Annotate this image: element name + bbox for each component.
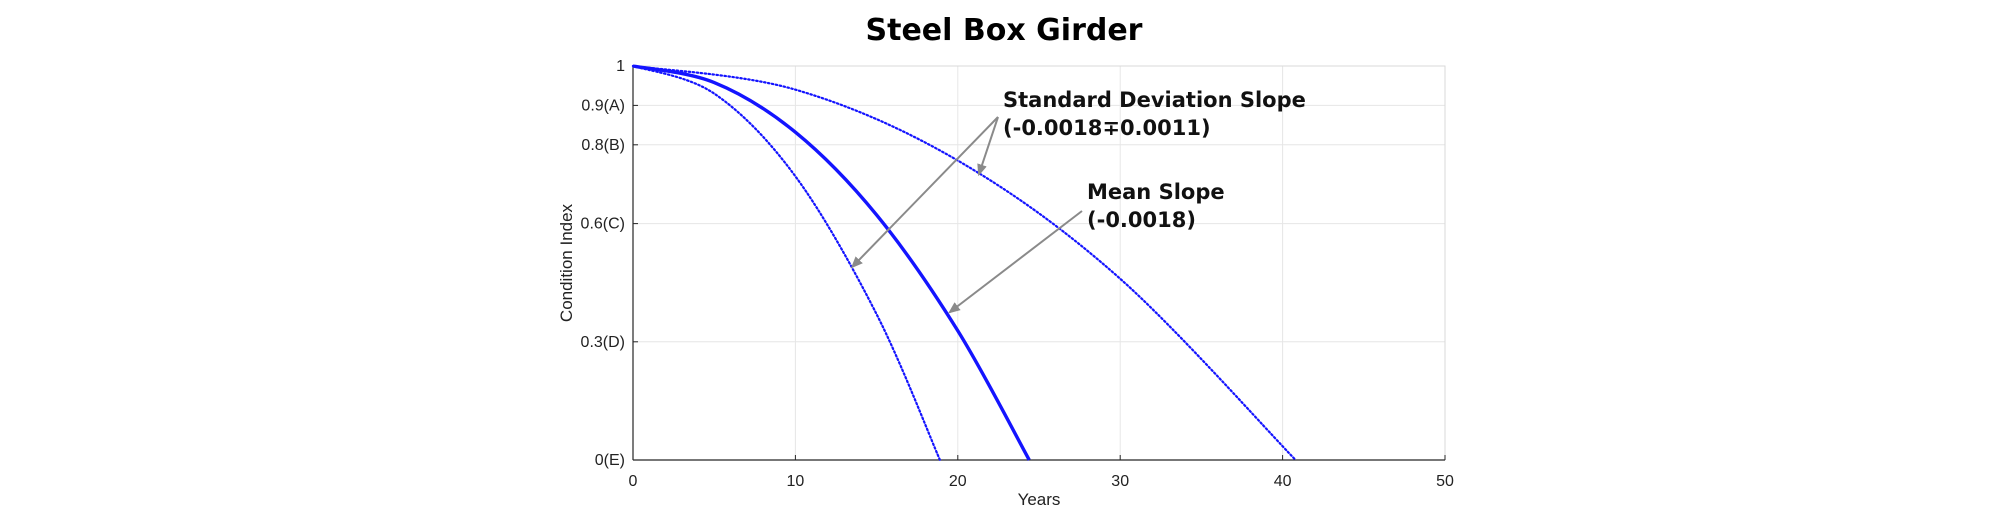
x-axis-label: Years (1018, 490, 1061, 508)
x-tick-label: 40 (1274, 473, 1292, 490)
annotation-text: Mean Slope (1087, 180, 1225, 204)
annotation-text: Standard Deviation Slope (1003, 88, 1306, 112)
x-tick-label: 50 (1436, 473, 1454, 490)
annotation-arrow (977, 116, 999, 177)
y-tick-label: 0.3(D) (581, 334, 625, 351)
mean-slope-line (632, 64, 1031, 461)
y-tick-label: 0.8(B) (581, 137, 625, 154)
annotation-text: (-0.0018∓0.0011) (1003, 116, 1211, 140)
y-tick-label: 0.6(C) (581, 216, 625, 233)
chart-title: Steel Box Girder (866, 13, 1143, 48)
y-tick-label: 0(E) (595, 452, 625, 469)
y-tick-label: 1 (616, 58, 625, 75)
annotation-arrow (850, 116, 999, 269)
y-tick-label: 0.9(A) (581, 97, 625, 114)
x-tick-label: 0 (629, 473, 638, 490)
annotation-std-deviation: Standard Deviation Slope (-0.0018∓0.0011) (850, 88, 1306, 269)
x-tick-label: 10 (787, 473, 805, 490)
x-tick-label: 20 (949, 473, 967, 490)
annotation-text: (-0.0018) (1087, 208, 1196, 232)
annotation-arrow (948, 210, 1083, 314)
std-deviation-line (631, 64, 942, 462)
plot-area: 0 10 20 30 40 50 0(E) 0.3(D) 0.6(C) 0.8(B) 0.9(A) 1 (581, 58, 1454, 490)
annotation-mean-slope: Mean Slope (-0.0018) (948, 180, 1225, 314)
std-deviation-line (631, 64, 1297, 462)
x-tick-label: 30 (1111, 473, 1129, 490)
y-axis-label: Condition Index (557, 203, 576, 322)
